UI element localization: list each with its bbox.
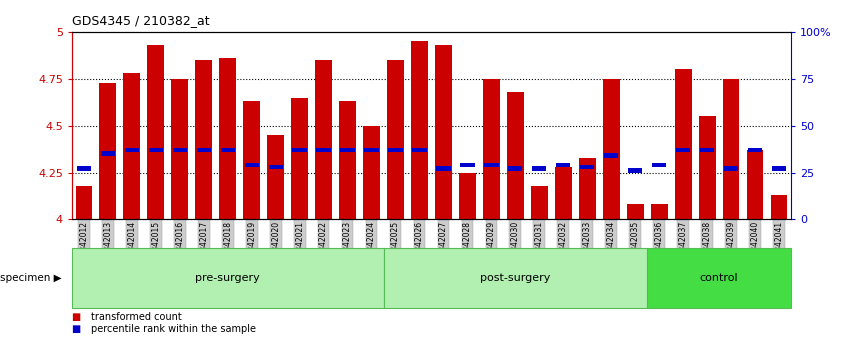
Bar xyxy=(724,166,739,171)
Bar xyxy=(555,167,572,219)
Bar xyxy=(267,135,284,219)
Bar xyxy=(72,248,383,308)
Bar xyxy=(771,195,788,219)
Bar xyxy=(459,173,475,219)
Bar xyxy=(75,186,92,219)
Bar xyxy=(219,58,236,219)
Bar xyxy=(339,101,356,219)
Bar xyxy=(460,163,475,167)
Bar xyxy=(387,60,404,219)
Bar xyxy=(435,45,452,219)
Bar xyxy=(316,60,332,219)
Bar xyxy=(437,166,451,171)
Bar xyxy=(77,166,91,171)
Bar xyxy=(700,148,714,153)
Bar xyxy=(244,163,259,167)
Bar xyxy=(484,163,498,167)
Text: GDS4345 / 210382_at: GDS4345 / 210382_at xyxy=(72,14,210,27)
Text: ■: ■ xyxy=(72,312,85,322)
Bar xyxy=(221,148,235,153)
Text: specimen ▶: specimen ▶ xyxy=(0,273,62,283)
Bar xyxy=(293,148,307,153)
Bar xyxy=(388,148,403,153)
Bar xyxy=(675,69,691,219)
Bar xyxy=(291,97,308,219)
Bar xyxy=(124,73,140,219)
Bar xyxy=(699,116,716,219)
Bar xyxy=(196,148,211,153)
Bar xyxy=(747,150,763,219)
Bar xyxy=(316,148,331,153)
Bar xyxy=(411,41,428,219)
Bar xyxy=(173,148,187,153)
Bar xyxy=(268,165,283,169)
Bar xyxy=(651,205,667,219)
Bar xyxy=(604,153,618,158)
Text: percentile rank within the sample: percentile rank within the sample xyxy=(91,324,255,334)
Bar xyxy=(579,158,596,219)
Bar xyxy=(652,163,667,167)
Text: pre-surgery: pre-surgery xyxy=(195,273,260,283)
Bar xyxy=(647,248,791,308)
Bar xyxy=(676,148,690,153)
Bar xyxy=(147,45,164,219)
Bar xyxy=(383,248,647,308)
Text: transformed count: transformed count xyxy=(91,312,181,322)
Bar xyxy=(363,126,380,219)
Bar xyxy=(244,101,260,219)
Bar xyxy=(627,205,644,219)
Bar xyxy=(101,152,115,156)
Text: post-surgery: post-surgery xyxy=(481,273,551,283)
Bar xyxy=(722,79,739,219)
Bar xyxy=(531,186,547,219)
Bar xyxy=(172,79,188,219)
Bar xyxy=(149,148,163,153)
Bar xyxy=(124,148,139,153)
Bar xyxy=(748,148,762,153)
Bar xyxy=(412,148,426,153)
Bar xyxy=(508,166,523,171)
Bar xyxy=(483,79,500,219)
Bar xyxy=(100,82,116,219)
Bar xyxy=(603,79,619,219)
Bar xyxy=(628,169,642,173)
Bar xyxy=(365,148,379,153)
Bar xyxy=(507,92,524,219)
Bar xyxy=(556,163,570,167)
Text: control: control xyxy=(700,273,739,283)
Bar xyxy=(340,148,354,153)
Bar xyxy=(580,165,595,169)
Bar xyxy=(532,166,547,171)
Text: ■: ■ xyxy=(72,324,85,334)
Bar xyxy=(772,166,786,171)
Bar xyxy=(195,60,212,219)
